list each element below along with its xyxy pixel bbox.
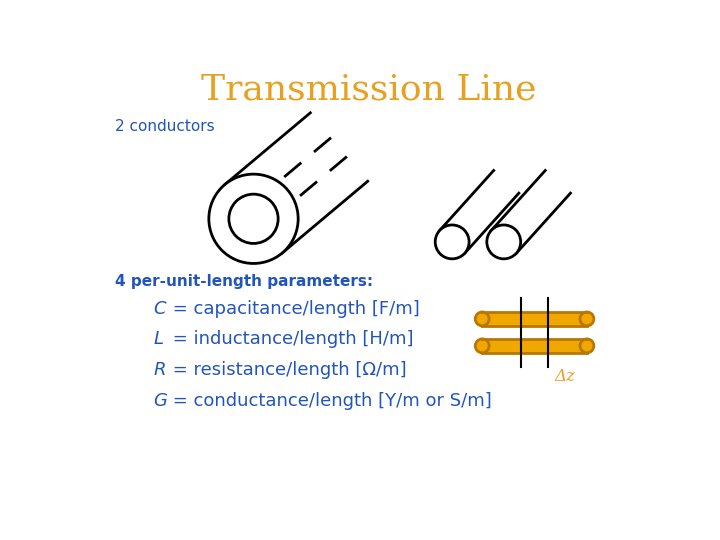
Bar: [482, 312, 587, 326]
Text: 4 per-unit-length parameters:: 4 per-unit-length parameters:: [115, 274, 373, 289]
Text: 2 conductors: 2 conductors: [115, 119, 215, 134]
Text: $C$: $C$: [153, 300, 168, 318]
Ellipse shape: [475, 339, 489, 353]
Text: Transmission Line: Transmission Line: [202, 72, 536, 106]
Text: = conductance/length [Υ/m or S/m]: = conductance/length [Υ/m or S/m]: [167, 392, 492, 410]
Ellipse shape: [580, 339, 594, 353]
Text: $R$: $R$: [153, 361, 166, 379]
Bar: [482, 339, 587, 353]
Ellipse shape: [580, 312, 594, 326]
Ellipse shape: [209, 174, 298, 264]
Text: Δz: Δz: [554, 368, 575, 385]
Ellipse shape: [229, 194, 278, 244]
Text: = capacitance/length [F/m]: = capacitance/length [F/m]: [167, 300, 420, 318]
Text: = inductance/length [H/m]: = inductance/length [H/m]: [167, 330, 414, 348]
Text: $G$: $G$: [153, 392, 168, 410]
Ellipse shape: [475, 312, 489, 326]
Text: $L$: $L$: [153, 330, 164, 348]
Text: = resistance/length [Ω/m]: = resistance/length [Ω/m]: [167, 361, 407, 379]
Ellipse shape: [435, 225, 469, 259]
Ellipse shape: [487, 225, 521, 259]
